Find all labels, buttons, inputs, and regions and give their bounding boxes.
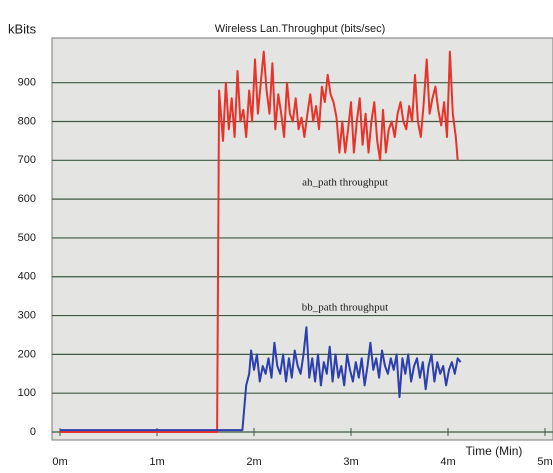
y-tick-label: 100 [18,387,36,399]
x-axis-label: Time (Min) [466,444,523,458]
y-tick-label: 400 [18,271,36,283]
y-tick-label: 0 [30,426,36,438]
x-tick-label: 1m [149,456,164,468]
y-axis-label: kBits [8,21,37,36]
series-line [60,50,459,433]
x-tick-label: 0m [52,456,67,468]
x-tick-label: 4m [440,456,455,468]
y-tick-label: 900 [18,77,36,89]
series-line [60,326,462,432]
x-tick-label: 3m [343,456,358,468]
series-label: ah_path throughput [302,177,388,189]
y-tick-label: 700 [18,154,36,166]
series-label: bb_path throughput [302,302,388,314]
y-tick-label: 500 [18,232,36,244]
x-tick-label: 2m [246,456,261,468]
y-tick-label: 200 [18,348,36,360]
x-tick-label: 5m [537,456,552,468]
y-tick-label: 600 [18,193,36,205]
y-tick-label: 800 [18,115,36,127]
y-tick-label: 300 [18,309,36,321]
chart-title: Wireless Lan.Throughput (bits/sec) [215,23,386,35]
plot-area [51,37,553,441]
